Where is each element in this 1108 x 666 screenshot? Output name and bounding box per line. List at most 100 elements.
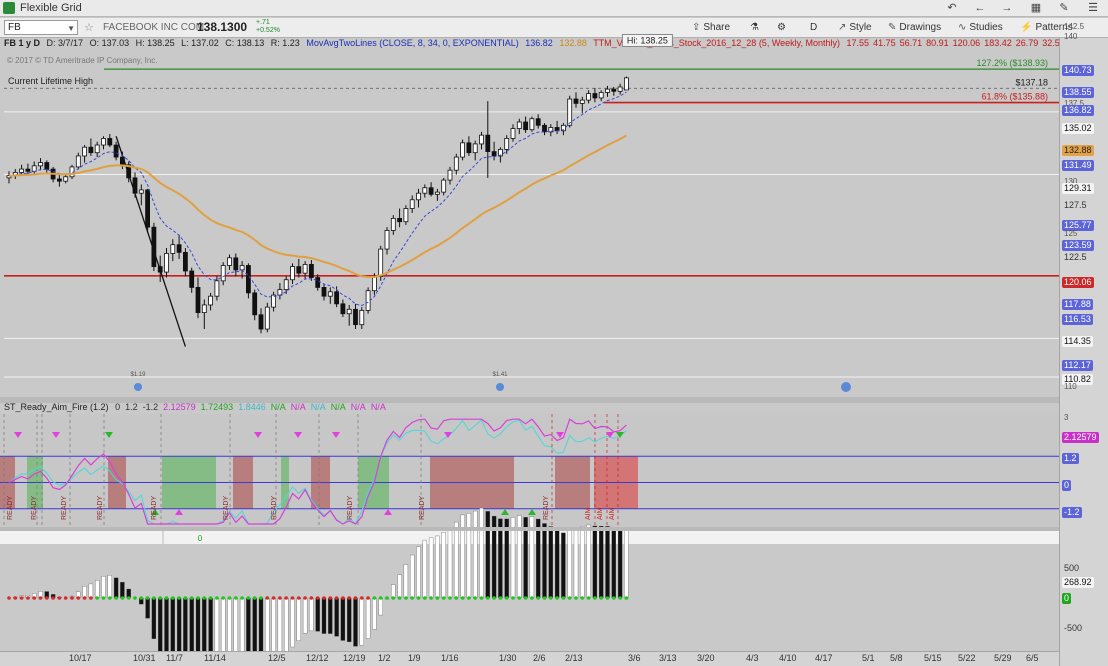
squeeze-dot [76,596,81,600]
candle-body [617,86,623,92]
candle-body [529,118,535,131]
candle-body [567,98,573,126]
squeeze-dot [120,596,125,600]
study-magenta-line [8,418,627,525]
panel-divider[interactable] [0,527,1059,531]
panel-divider[interactable] [0,397,1059,403]
candle-body [151,226,157,268]
last-price: 138.1300 [197,20,248,34]
histogram-bar [296,597,301,641]
candle-body [315,277,321,288]
back-arrow-icon[interactable]: ← [974,2,986,14]
squeeze-dot [208,596,213,600]
favorite-star-icon[interactable]: ☆ [84,22,94,34]
candle-body [416,192,421,201]
squeeze-dot [234,596,238,600]
squeeze-dot [460,596,465,600]
squeeze-dot [511,596,515,600]
histogram-bar [561,532,566,599]
study-value: N/A [270,402,286,412]
candle-body [453,156,459,171]
squeeze-dot [164,596,169,600]
study-movavg-value2: 132.88 [559,38,587,48]
candle-body [290,266,295,281]
histogram-bar [284,597,289,658]
candle-body [252,292,258,316]
candle-body [422,187,428,194]
histogram-bar [611,527,616,599]
price-axis[interactable] [1059,38,1108,666]
squeeze-dot [114,596,118,600]
date-tick-label: 11/7 [166,653,183,663]
candle-body [340,303,346,315]
candle-body [82,146,87,157]
up-arrow-icon [384,509,392,515]
candle-body [548,127,554,133]
share-button[interactable]: ⇪ Share [692,22,730,33]
style-button[interactable]: ↗ Style [838,22,872,33]
study-values: 0 1.2 -1.2 2.12579 1.72493 1.8446 N/A N/A N/A N/A… [115,402,391,412]
down-arrow-icon [105,432,113,438]
candle-body [271,294,277,308]
undo-icon[interactable]: ↶ [947,2,957,14]
studies-button[interactable]: ∿ Studies [958,22,1003,33]
histogram-bar [145,597,150,619]
menu-icon[interactable]: ☰ [1088,2,1098,14]
squeeze-dot [423,596,427,600]
candle-body [120,156,125,166]
chart-toolbar: FB ▼ ☆ FACEBOOK INC COM 138.1300 +.71 +0.5… [0,18,1108,38]
squeeze-dot [574,596,578,600]
forward-arrow-icon[interactable]: → [1001,2,1013,14]
chevron-down-icon[interactable]: ▼ [67,24,75,33]
candle-body [19,168,25,173]
price-axis-label: 140.73 [1062,65,1094,76]
momentum-histogram [7,507,629,666]
study-value: 0 [115,402,121,412]
price-axis-label: 135.02 [1062,123,1094,134]
candle-body [466,142,472,154]
fib-618-label: 61.8% ($135.88) [981,92,1048,102]
ready-signal-label: READY [223,496,230,520]
patterns-button[interactable]: ⚡ Patterns [1020,22,1073,33]
histogram-bar [454,521,459,599]
study-movavg-name[interactable]: MovAvgTwoLines (CLOSE, 8, 34, 0, EXPONEN… [306,38,519,48]
squeeze-dot [101,596,106,600]
period-button[interactable]: D [810,22,818,33]
pin-icon[interactable]: ✎ [1059,2,1069,14]
squeeze-dot [45,596,49,600]
histogram-bar [573,527,579,599]
candle-body [44,162,50,170]
gear-icon[interactable]: ⚙ [777,22,786,33]
ready-signal-label: READY [347,496,354,520]
study-name[interactable]: ST_Ready_Aim_Fire (1.2) [4,402,109,412]
histogram-bar [378,597,383,616]
voodoo-value: 26.79 [1015,38,1039,48]
price-axis-label: 142.5 [1064,22,1085,31]
squeeze-dot [290,596,295,600]
squeeze-dot [586,596,591,600]
squeeze-dot [473,596,478,600]
candle-body [497,148,503,157]
candle-body [592,93,598,99]
study-voodoo-values: 17.55 41.75 56.71 80.91 120.06 183.42 26.79 32.… [847,38,1069,48]
flask-icon[interactable]: ⚗ [750,22,759,33]
grid-layout-icon[interactable]: ▦ [1030,2,1042,14]
squeeze-dot [341,596,345,600]
ready-signal-label: READY [31,496,38,520]
histogram-bar [158,597,163,655]
squeeze-dot [479,596,484,600]
study-header: ST_Ready_Aim_Fire (1.2) 0 1.2 -1.2 2.12579 1… [4,402,395,414]
date-axis[interactable] [0,651,1059,666]
candle-body [523,121,528,131]
up-arrow-icon [175,509,183,515]
candle-body [409,199,415,209]
squeeze-dot [366,596,370,600]
drawings-button[interactable]: ✎ Drawings [888,22,941,33]
symbol-input[interactable]: FB ▼ [4,20,78,35]
histogram-bar [120,582,125,599]
date-tick-label: 1/2 [378,653,391,663]
study-voodoo-name[interactable]: TTM_Voodoo_Lines_Stock_2016_12_28 (5, We… [593,38,841,48]
squeeze-dot [63,596,68,600]
fib-price-label: $137.18 [1015,77,1048,87]
